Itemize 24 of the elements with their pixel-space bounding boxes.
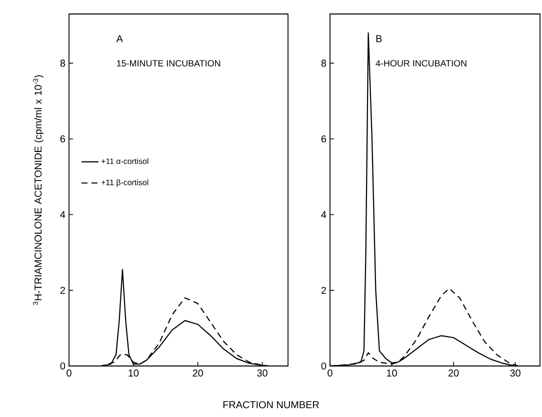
- x-tick-label: 20: [448, 370, 459, 377]
- y-tick-label: 6: [60, 135, 66, 142]
- y-tick-label: 4: [321, 211, 326, 218]
- y-tick-label: 8: [321, 60, 326, 67]
- x-tick-label: 30: [257, 370, 268, 377]
- x-axis-title: FRACTION NUMBER: [223, 401, 319, 408]
- text: 4-HOUR INCUBATION: [376, 60, 466, 66]
- x-tick-label: 10: [128, 370, 139, 377]
- y-tick-label: 0: [60, 362, 66, 370]
- text: A: [116, 35, 123, 42]
- y-tick-label: 2: [60, 286, 65, 294]
- y-tick-label: 4: [60, 211, 66, 218]
- y-tick-label: 0: [321, 362, 326, 370]
- x-tick-label: 10: [387, 370, 397, 377]
- y-tick-label: 8: [60, 60, 66, 67]
- x-tick-label: 0: [66, 370, 72, 377]
- x-tick-label: 20: [192, 370, 203, 377]
- y-tick-label: 2: [321, 286, 326, 294]
- x-tick-label: 0: [328, 370, 332, 377]
- text: B: [376, 35, 382, 42]
- y-axis-title: $^{3}$H-TRIAMCINOLONE ACETONIDE (cpm/ml x 10$^{-3}$): [33, 75, 44, 306]
- text: 15-MINUTE INCUBATION: [117, 60, 220, 66]
- x-tick-label: 30: [510, 370, 520, 377]
- y-tick-label: 6: [321, 135, 326, 142]
